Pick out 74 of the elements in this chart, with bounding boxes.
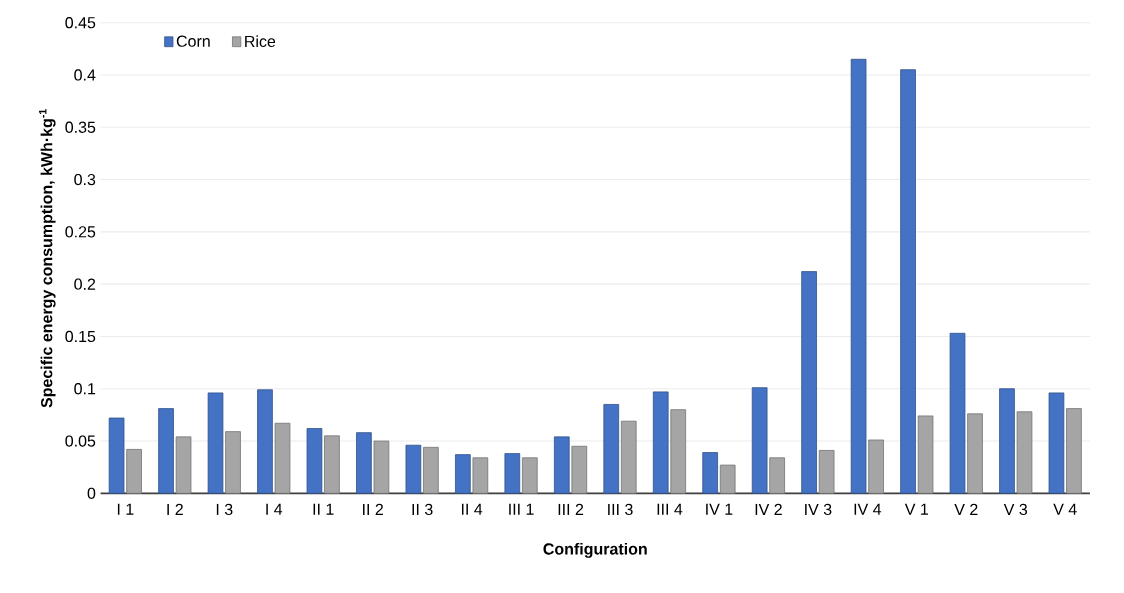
- bar: [504, 453, 521, 494]
- bar: [207, 392, 224, 494]
- bar: [917, 415, 934, 494]
- bar: [967, 413, 983, 494]
- bar: [108, 417, 125, 494]
- y-tick-label: 0.3: [74, 173, 96, 186]
- x-tick-label: I 1: [117, 503, 134, 515]
- bar: [257, 389, 273, 494]
- y-tick-label: 0: [87, 487, 96, 499]
- bar: [769, 457, 785, 494]
- x-tick-label: II 3: [412, 503, 433, 516]
- bar: [751, 387, 768, 494]
- bar: [522, 457, 538, 494]
- x-tick-label: V 3: [1003, 503, 1028, 516]
- x-tick-label: II 1: [313, 503, 334, 515]
- bar: [670, 409, 687, 494]
- bar: [868, 439, 884, 494]
- x-tick-label: III 3: [608, 503, 633, 516]
- bar: [603, 404, 620, 494]
- bar: [373, 440, 390, 494]
- y-tick-label: 0.15: [65, 330, 96, 343]
- bar: [999, 388, 1015, 494]
- bar: [801, 271, 817, 494]
- bar: [455, 454, 471, 494]
- bar: [949, 332, 966, 494]
- x-tick-label: V 4: [1053, 503, 1077, 515]
- bar: [472, 457, 489, 494]
- x-tick-label: III 1: [509, 503, 534, 515]
- x-tick-label: I 4: [266, 503, 283, 515]
- x-tick-label: IV 1: [706, 503, 733, 515]
- bar: [719, 464, 736, 494]
- bar: [175, 436, 192, 494]
- bar: [900, 69, 916, 494]
- y-tick-label: 0.25: [65, 226, 96, 238]
- y-tick-label: 0.05: [65, 435, 96, 447]
- x-tick-label: II 2: [363, 503, 383, 515]
- y-tick-label: 0.1: [74, 383, 96, 395]
- legend-label: Rice: [245, 35, 276, 48]
- y-tick-label: 0.35: [65, 121, 96, 133]
- x-tick-label: I 3: [216, 503, 233, 516]
- bar: [126, 449, 142, 494]
- x-tick-label: III 2: [558, 503, 584, 515]
- y-axis-title: Specific energy consumption, kWh·kg$^{-1}$: [39, 108, 56, 408]
- bar: [356, 432, 372, 494]
- bar: [225, 431, 241, 494]
- y-tick-label: 0.45: [65, 17, 96, 29]
- x-tick-label: III 4: [657, 503, 683, 515]
- y-tick-label: 0.2: [74, 278, 96, 290]
- bar: [405, 444, 422, 494]
- bar: [1016, 411, 1033, 494]
- bar: [620, 420, 637, 494]
- bar: [850, 58, 867, 494]
- bar: [702, 452, 719, 494]
- bar: [1048, 392, 1065, 494]
- bar: [423, 446, 439, 494]
- x-tick-label: IV 2: [755, 503, 782, 515]
- bar: [158, 408, 174, 494]
- bar: [306, 428, 323, 494]
- bar: [571, 445, 588, 494]
- x-tick-label: IV 4: [854, 503, 882, 515]
- bar: [553, 436, 570, 494]
- y-tick-label: 0.4: [74, 69, 96, 81]
- bar: [324, 435, 340, 494]
- bar: [652, 391, 669, 494]
- bar: [1066, 408, 1082, 494]
- x-tick-label: II 4: [461, 503, 483, 515]
- legend-label: Corn: [176, 35, 210, 47]
- x-tick-label: V 1: [904, 503, 929, 515]
- x-tick-label: I 2: [167, 503, 183, 515]
- x-tick-label: IV 3: [805, 503, 832, 516]
- bar: [818, 450, 835, 494]
- bar: [274, 422, 291, 494]
- x-tick-label: V 2: [954, 503, 978, 515]
- x-axis-title: Configuration: [543, 542, 647, 558]
